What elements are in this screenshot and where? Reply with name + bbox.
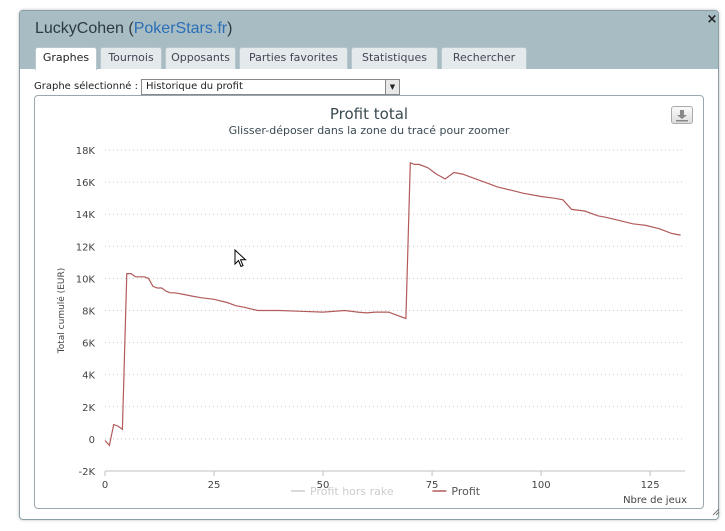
series-line-profit (104, 161, 681, 447)
tab-parties-favorites[interactable]: Parties favorites (239, 47, 348, 69)
chart-container[interactable]: Profit total Glisser-déposer dans la zone… (34, 95, 704, 509)
mouse-pointer-icon (234, 249, 247, 268)
dialog-window: LuckyCohen (PokerStars.fr) Graphes Tourno… (19, 10, 719, 520)
x-tick-label: 75 (426, 480, 439, 491)
x-tick-label: 100 (532, 480, 551, 491)
tab-tournois[interactable]: Tournois (100, 47, 162, 69)
resize-handle[interactable] (712, 508, 720, 516)
x-tick-label: 0 (102, 480, 108, 491)
chart-title: Profit total (330, 105, 408, 123)
y-tick-label: 6K (82, 339, 95, 350)
y-tick-label: 18K (76, 146, 96, 157)
graph-select-value: Historique du profit (146, 81, 243, 92)
chart-subtitle: Glisser-déposer dans la zone du tracé po… (229, 124, 510, 137)
y-tick-label: 4K (82, 371, 95, 382)
legend-item: Profit (451, 485, 480, 498)
tab-graphes[interactable]: Graphes (35, 47, 97, 70)
y-tick-label: 0 (89, 435, 95, 446)
download-icon[interactable] (671, 106, 693, 124)
chevron-down-icon[interactable]: ▼ (385, 80, 399, 94)
y-tick-label: 12K (76, 242, 96, 253)
x-axis-label: Nbre de jeux (623, 495, 687, 506)
graph-select-label: Graphe sélectionné : (34, 81, 138, 92)
player-name: LuckyCohen (35, 20, 124, 37)
y-tick-label: 16K (76, 178, 96, 189)
close-icon[interactable]: × (706, 12, 718, 27)
x-tick-label: 25 (208, 480, 221, 491)
dialog-title: LuckyCohen (PokerStars.fr) (35, 20, 233, 37)
dialog-header: LuckyCohen (PokerStars.fr) Graphes Tourno… (20, 11, 718, 70)
y-tick-label: 14K (76, 210, 96, 221)
tab-rechercher[interactable]: Rechercher (441, 47, 527, 69)
y-tick-label: 10K (76, 274, 96, 285)
x-tick-label: 125 (641, 480, 660, 491)
tab-statistiques[interactable]: Statistiques (351, 47, 438, 69)
y-axis-label: Total cumulé (EUR) (56, 268, 67, 354)
x-tick-label: 50 (317, 480, 330, 491)
y-tick-label: 2K (82, 403, 95, 414)
tab-opposants[interactable]: Opposants (165, 47, 236, 69)
y-tick-label: -2K (78, 467, 95, 478)
legend-item: Profit hors rake (310, 485, 394, 498)
graph-select-dropdown[interactable]: Historique du profit ▼ (141, 79, 400, 95)
site-link[interactable]: PokerStars.fr (133, 20, 228, 37)
y-tick-label: 8K (82, 307, 95, 318)
